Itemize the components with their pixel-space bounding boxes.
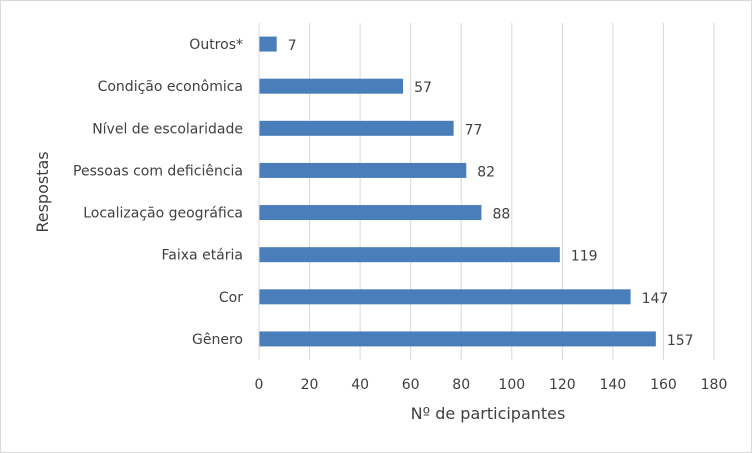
x-tick-label: 120 [549, 377, 576, 393]
data-label: 147 [642, 291, 669, 307]
category-label: Cor [219, 290, 243, 306]
bar [259, 78, 404, 94]
data-label: 57 [414, 80, 432, 96]
bar [259, 289, 631, 305]
bar [259, 205, 482, 221]
bar [259, 247, 560, 263]
category-label: Condição econômica [98, 79, 243, 95]
bar [259, 331, 656, 347]
y-axis-title: Respostas [33, 151, 52, 232]
x-tick-label: 140 [600, 377, 627, 393]
gridlines [309, 23, 715, 360]
data-label: 157 [667, 333, 694, 349]
category-label: Gênero [192, 332, 243, 348]
category-label: Localização geográfica [83, 206, 243, 222]
data-labels: 7 57 77 82 88 119 147 157 [288, 38, 694, 349]
bars [259, 36, 656, 347]
x-tick-label: 40 [351, 377, 369, 393]
category-label: Pessoas com deficiência [73, 163, 243, 179]
data-label: 7 [288, 38, 297, 54]
bar [259, 162, 467, 178]
x-tick-label: 20 [301, 377, 319, 393]
data-label: 82 [477, 164, 495, 180]
x-axis-title: Nº de participantes [411, 404, 566, 423]
x-tick-labels: 0 20 40 60 80 100 120 140 160 180 [255, 377, 728, 393]
x-tick-label: 160 [650, 377, 677, 393]
bar [259, 36, 277, 52]
x-tick-label: 180 [701, 377, 728, 393]
data-label: 77 [465, 122, 483, 138]
x-tick-label: 100 [498, 377, 525, 393]
category-label: Outros* [189, 37, 243, 53]
data-label: 88 [492, 207, 510, 223]
x-tick-label: 60 [402, 377, 420, 393]
category-label: Nível de escolaridade [92, 121, 243, 137]
bar [259, 120, 454, 136]
category-label: Faixa etária [162, 248, 243, 264]
category-labels: Outros* Condição econômica Nível de escola… [73, 37, 243, 348]
x-tick-label: 80 [452, 377, 470, 393]
data-label: 119 [571, 249, 598, 265]
x-tick-label: 0 [255, 377, 264, 393]
